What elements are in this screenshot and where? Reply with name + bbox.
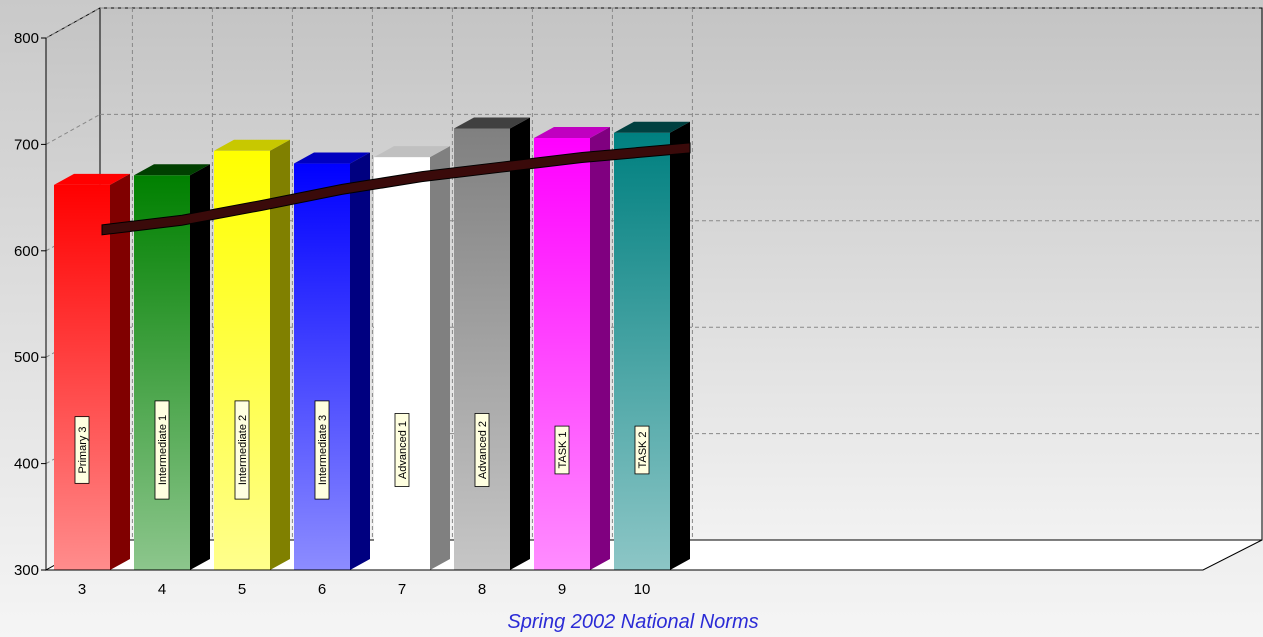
x-axis: 3 4 5 6 7 8 9 10 xyxy=(46,569,1203,598)
bar-side xyxy=(590,127,610,571)
bar-label: Advanced 1 xyxy=(397,421,409,479)
bar-label-box xyxy=(474,413,490,487)
bar-label: Advanced 2 xyxy=(477,421,489,479)
x-tick-label: 6 xyxy=(318,581,326,598)
trend-line xyxy=(101,142,691,236)
bar-label-box xyxy=(74,416,90,484)
bar-top xyxy=(374,146,450,158)
bar-label-box xyxy=(314,400,330,500)
bar-label-box xyxy=(554,425,570,475)
bar-top xyxy=(134,164,210,176)
bar-side xyxy=(510,117,530,570)
x-tick-label: 5 xyxy=(238,581,246,598)
y-tick-label: 700 xyxy=(14,136,39,153)
y-tick-label: 600 xyxy=(14,243,39,260)
bar: TASK 1 xyxy=(534,127,610,571)
bar-side xyxy=(350,152,370,570)
bar-front xyxy=(54,184,110,570)
bar: Intermediate 1 xyxy=(134,164,210,571)
x-tick-label: 7 xyxy=(398,581,406,598)
y-tick-label: 500 xyxy=(14,349,39,366)
bar-label-box xyxy=(154,400,170,500)
bar-side xyxy=(190,164,210,571)
bar-label: Intermediate 1 xyxy=(157,415,169,485)
bar-label: TASK 1 xyxy=(557,431,569,468)
y-tick-label: 300 xyxy=(14,562,39,579)
bar-front xyxy=(534,138,590,571)
bar-side xyxy=(270,139,290,570)
bar-top xyxy=(454,117,530,129)
bar-front xyxy=(614,132,670,571)
bar-label: Intermediate 3 xyxy=(317,415,329,485)
bar: TASK 2 xyxy=(614,121,690,571)
gridline xyxy=(45,113,101,145)
bar-top xyxy=(294,152,370,164)
bar-side xyxy=(430,146,450,570)
bar-label: TASK 2 xyxy=(637,431,649,468)
bar-front xyxy=(294,163,350,570)
bar: Intermediate 2 xyxy=(214,139,290,570)
y-tick-label: 800 xyxy=(14,30,39,47)
bar-front xyxy=(134,175,190,571)
bar-label: Primary 3 xyxy=(77,426,89,473)
bar-front xyxy=(214,150,270,570)
bar: Intermediate 3 xyxy=(294,152,370,570)
bar-label-box xyxy=(234,400,250,500)
bar-front xyxy=(374,157,430,570)
x-axis-title: Spring 2002 National Norms xyxy=(507,611,758,633)
bar: Primary 3 xyxy=(54,173,130,570)
x-tick-label: 3 xyxy=(78,581,86,598)
bar-top xyxy=(614,121,690,133)
bar-label-box xyxy=(394,413,410,487)
y-tick-label: 400 xyxy=(14,456,39,473)
bar: Advanced 2 xyxy=(454,117,530,570)
gridline xyxy=(45,7,101,39)
x-tick-label: 10 xyxy=(634,581,651,598)
trend-ribbon xyxy=(101,142,691,236)
x-tick-label: 8 xyxy=(478,581,486,598)
bar-front xyxy=(454,128,510,570)
bars: Primary 3 Intermediate 1 Intermediate 2 Int… xyxy=(54,117,690,571)
y-axis: 300 400 500 600 700 800 xyxy=(14,30,47,579)
x-tick-label: 9 xyxy=(558,581,566,598)
x-tick-label: 4 xyxy=(158,581,166,598)
bar-side xyxy=(670,121,690,571)
bar-label-box xyxy=(634,425,650,475)
bar-label: Intermediate 2 xyxy=(237,415,249,485)
bar-top xyxy=(54,173,130,185)
bar-side xyxy=(110,173,130,570)
bar: Advanced 1 xyxy=(374,146,450,570)
bar-top xyxy=(214,139,290,151)
bar-top xyxy=(534,127,610,139)
